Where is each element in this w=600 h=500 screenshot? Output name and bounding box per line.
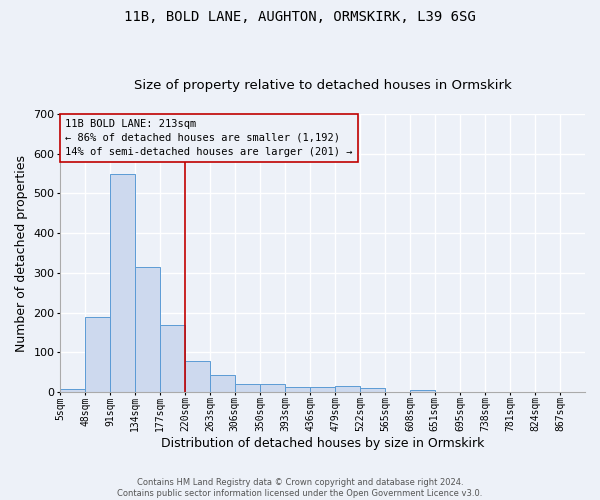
Bar	[235, 384, 260, 392]
Bar	[335, 386, 360, 392]
Title: Size of property relative to detached houses in Ormskirk: Size of property relative to detached ho…	[134, 79, 511, 92]
Bar	[260, 384, 285, 392]
Text: 11B, BOLD LANE, AUGHTON, ORMSKIRK, L39 6SG: 11B, BOLD LANE, AUGHTON, ORMSKIRK, L39 6…	[124, 10, 476, 24]
Bar	[185, 362, 210, 392]
Bar	[310, 387, 335, 392]
Bar	[85, 318, 110, 392]
X-axis label: Distribution of detached houses by size in Ormskirk: Distribution of detached houses by size …	[161, 437, 484, 450]
Bar	[160, 326, 185, 392]
Bar	[60, 389, 85, 392]
Bar	[410, 390, 435, 392]
Bar	[360, 388, 385, 392]
Y-axis label: Number of detached properties: Number of detached properties	[15, 154, 28, 352]
Bar	[285, 388, 310, 392]
Bar	[210, 376, 235, 392]
Bar	[110, 174, 135, 392]
Text: Contains HM Land Registry data © Crown copyright and database right 2024.
Contai: Contains HM Land Registry data © Crown c…	[118, 478, 482, 498]
Bar	[135, 267, 160, 392]
Text: 11B BOLD LANE: 213sqm
← 86% of detached houses are smaller (1,192)
14% of semi-d: 11B BOLD LANE: 213sqm ← 86% of detached …	[65, 119, 352, 157]
